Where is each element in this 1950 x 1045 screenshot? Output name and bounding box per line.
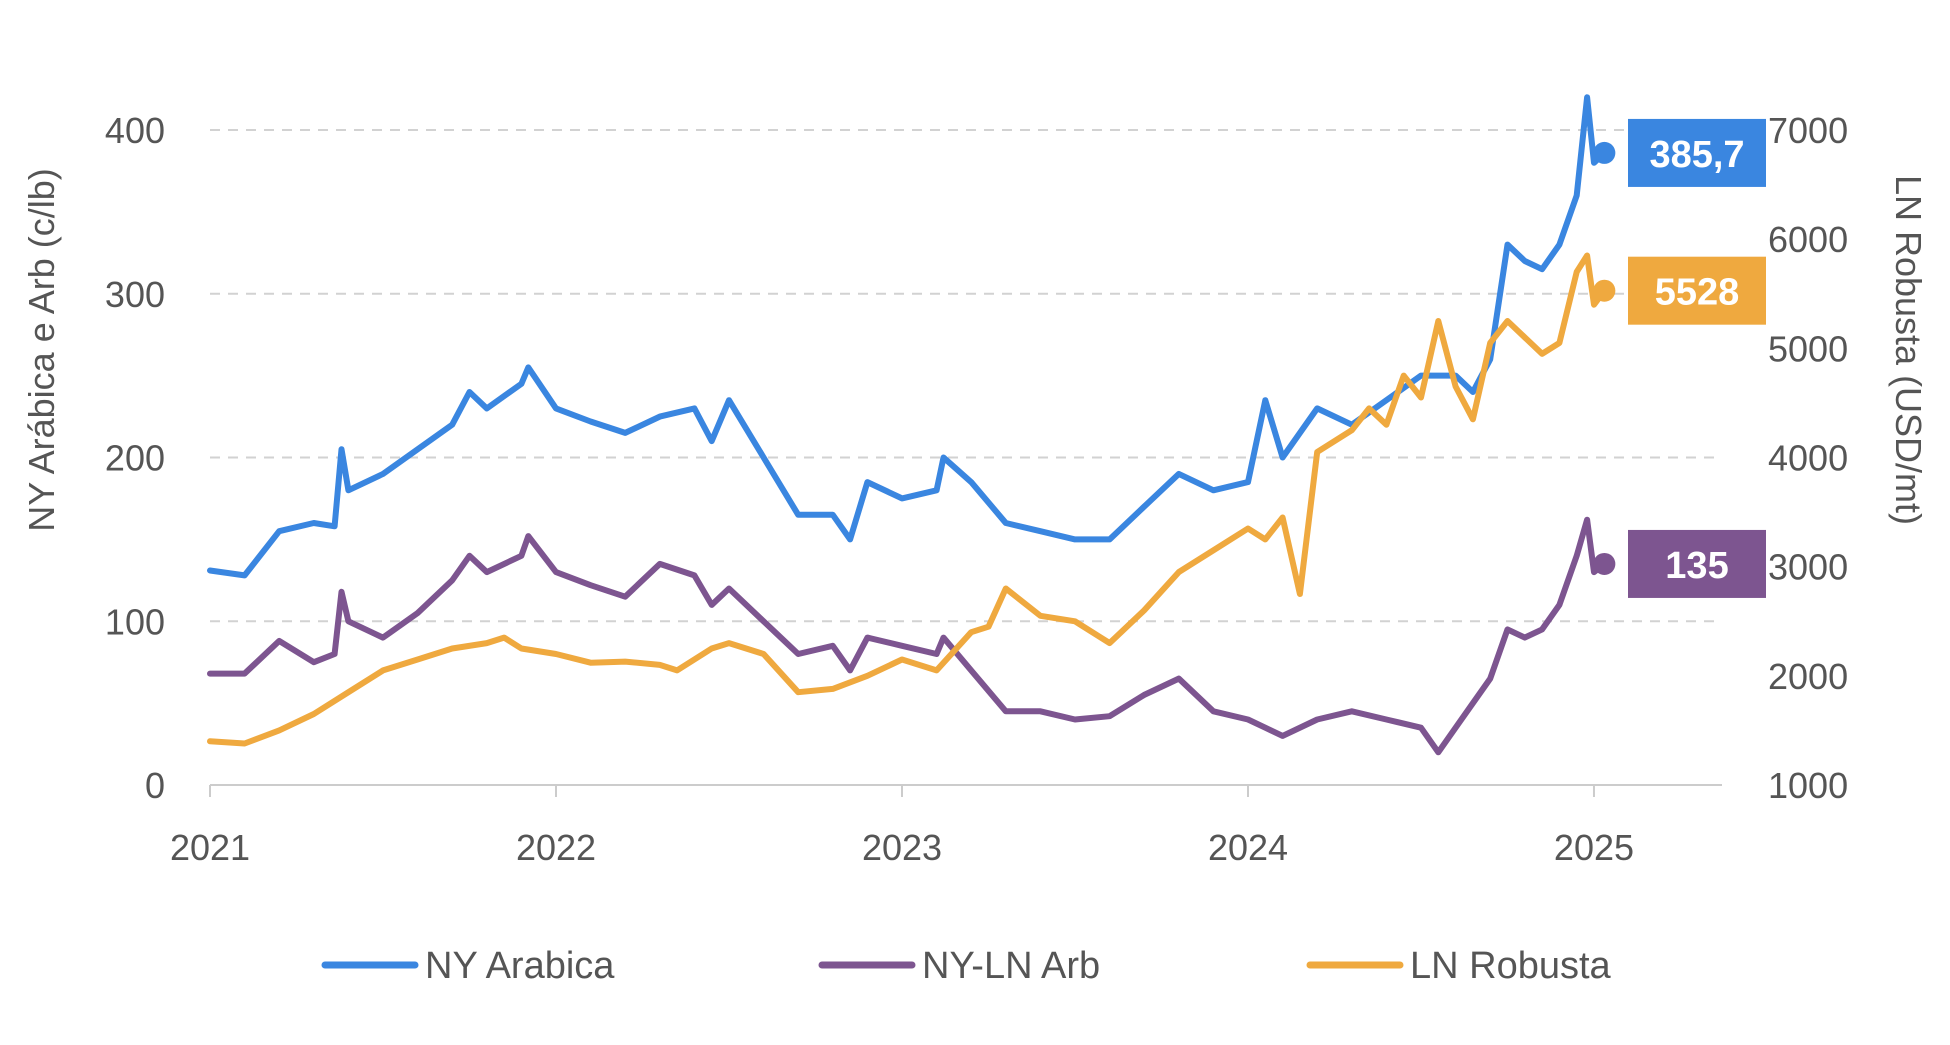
y-left-tick-label: 200 [105, 438, 165, 479]
legend-label: NY-LN Arb [922, 945, 1100, 987]
series-line-0 [207, 94, 1608, 579]
x-tick-label: 2021 [170, 827, 250, 868]
y-left-axis-title: NY Arábica e Arb (c/lb) [21, 168, 62, 532]
series-line-1 [207, 516, 1608, 756]
y-right-tick-label: 1000 [1768, 765, 1848, 806]
x-axis-ticks: 2021 2022 2023 2024 2025 [170, 785, 1634, 868]
y-right-tick-label: 2000 [1768, 656, 1848, 697]
y-right-tick-label: 5000 [1768, 328, 1848, 369]
end-value-label: 5528 [1655, 272, 1740, 314]
y-left-tick-label: 400 [105, 110, 165, 151]
series-end-marker [1593, 552, 1616, 575]
legend: NY Arabica NY-LN Arb LN Robusta [321, 945, 1612, 987]
y-left-tick-label: 300 [105, 274, 165, 315]
end-label-box [1628, 529, 1766, 598]
x-tick-label: 2023 [862, 827, 942, 868]
y-right-tick-label: 4000 [1768, 438, 1848, 479]
y-right-tick-label: 6000 [1768, 219, 1848, 260]
end-value-label: 385,7 [1649, 134, 1744, 176]
x-tick-label: 2025 [1554, 827, 1634, 868]
series-line-2 [207, 252, 1608, 747]
y-left-axis-ticks: 0 100 200 300 400 [105, 110, 165, 806]
y-right-tick-label: 3000 [1768, 547, 1848, 588]
y-right-axis-ticks: 1000 2000 3000 4000 5000 6000 7000 [1768, 110, 1848, 806]
y-right-tick-label: 7000 [1768, 110, 1848, 151]
end-label-box [1628, 256, 1766, 325]
y-right-axis-title: LN Robusta (USD/mt) [1888, 175, 1929, 525]
end-value-label: 135 [1665, 545, 1728, 587]
legend-label: LN Robusta [1410, 945, 1612, 987]
y-left-tick-label: 100 [105, 601, 165, 642]
series-end-marker [1593, 141, 1616, 164]
series-lines [207, 94, 1608, 756]
x-tick-label: 2024 [1208, 827, 1288, 868]
end-value-labels: 385,7 135 5528 [1593, 118, 1766, 598]
x-tick-label: 2022 [516, 827, 596, 868]
gridlines [210, 129, 1722, 623]
end-label-box [1628, 118, 1766, 187]
y-left-tick-label: 0 [145, 765, 165, 806]
series-end-marker [1593, 279, 1616, 302]
legend-label: NY Arabica [425, 945, 615, 987]
